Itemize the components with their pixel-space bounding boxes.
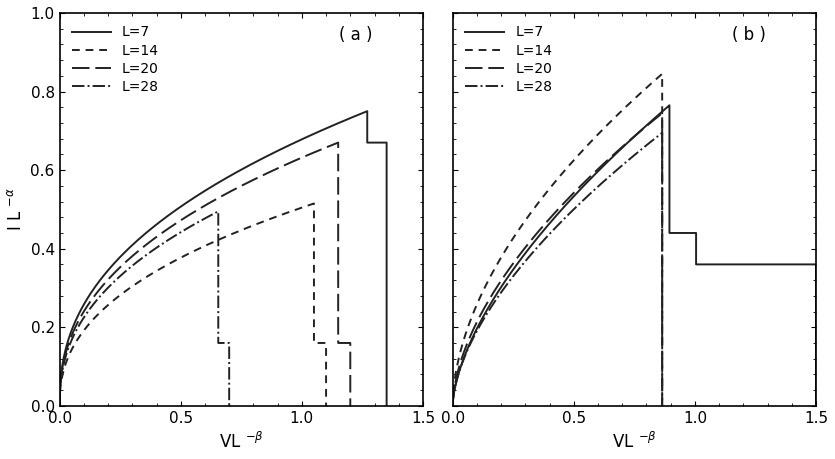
L=14 (215, 237, 225, 242)
L=28 (657, 130, 667, 135)
Line: L=28: L=28 (59, 211, 229, 406)
L=28 (224, 403, 234, 409)
L=14 (448, 403, 458, 409)
L=7 (468, 332, 478, 338)
L=20 (657, 110, 667, 116)
L=20 (657, 403, 667, 409)
L=7 (616, 146, 626, 151)
L=20 (346, 403, 356, 409)
X-axis label: VL $^{-\beta}$: VL $^{-\beta}$ (612, 431, 657, 452)
Text: ( b ): ( b ) (732, 27, 767, 45)
Legend: L=7, L=14, L=20, L=28: L=7, L=14, L=20, L=28 (459, 20, 558, 100)
L=14 (614, 111, 624, 117)
L=7 (578, 184, 588, 190)
L=14 (309, 201, 319, 206)
L=7 (89, 286, 99, 292)
Text: ( a ): ( a ) (339, 27, 373, 45)
L=14 (591, 133, 601, 139)
L=7 (582, 179, 592, 185)
L=7 (382, 403, 392, 409)
Line: L=28: L=28 (453, 133, 662, 406)
L=7 (362, 108, 372, 114)
L=14 (207, 240, 217, 246)
L=14 (556, 173, 566, 178)
L=20 (85, 299, 95, 304)
L=28 (448, 403, 458, 409)
L=14 (83, 323, 93, 329)
L=14 (321, 403, 331, 409)
L=7 (248, 161, 258, 166)
L=7 (356, 111, 366, 117)
L=28 (54, 403, 64, 409)
L=28 (614, 166, 624, 171)
L=7 (665, 102, 675, 108)
L=20 (638, 127, 648, 132)
L=14 (657, 403, 667, 409)
L=14 (514, 227, 524, 232)
Line: L=20: L=20 (453, 113, 662, 406)
L=20 (151, 234, 161, 240)
L=20 (448, 403, 458, 409)
L=7 (609, 153, 619, 159)
Line: L=20: L=20 (59, 143, 351, 406)
L=28 (514, 266, 524, 271)
Y-axis label: I L $^{-\alpha}$: I L $^{-\alpha}$ (7, 187, 25, 231)
L=20 (327, 142, 337, 148)
L=7 (257, 156, 267, 161)
L=14 (304, 202, 314, 208)
L=28 (556, 219, 566, 225)
L=7 (161, 214, 171, 219)
Line: L=7: L=7 (453, 105, 816, 406)
L=28 (568, 207, 578, 213)
Line: L=14: L=14 (59, 203, 326, 406)
L=14 (568, 159, 578, 164)
L=20 (221, 191, 231, 196)
Line: L=7: L=7 (59, 111, 387, 406)
L=7 (448, 403, 458, 409)
L=28 (210, 210, 220, 216)
L=7 (497, 283, 507, 288)
L=7 (239, 165, 249, 171)
L=28 (657, 403, 667, 409)
L=20 (614, 147, 624, 153)
L=28 (154, 243, 164, 249)
L=28 (72, 326, 82, 331)
L=28 (213, 208, 223, 214)
L=20 (556, 204, 566, 209)
L=28 (109, 278, 119, 284)
L=14 (143, 273, 153, 279)
L=7 (54, 403, 64, 409)
L=14 (54, 403, 64, 409)
L=14 (638, 89, 648, 94)
L=20 (591, 168, 601, 174)
L=14 (222, 233, 232, 239)
L=20 (333, 140, 343, 146)
L=20 (238, 182, 248, 188)
L=28 (638, 146, 648, 151)
L=20 (54, 403, 64, 409)
L=28 (591, 185, 601, 191)
L=14 (657, 71, 667, 77)
L=28 (159, 240, 170, 245)
Legend: L=7, L=14, L=20, L=28: L=7, L=14, L=20, L=28 (67, 20, 164, 100)
L=20 (514, 253, 524, 258)
L=20 (230, 187, 240, 192)
L=7 (811, 403, 821, 409)
L=28 (149, 246, 159, 252)
L=20 (568, 191, 578, 197)
X-axis label: VL $^{-\beta}$: VL $^{-\beta}$ (219, 431, 264, 452)
Line: L=14: L=14 (453, 74, 662, 406)
